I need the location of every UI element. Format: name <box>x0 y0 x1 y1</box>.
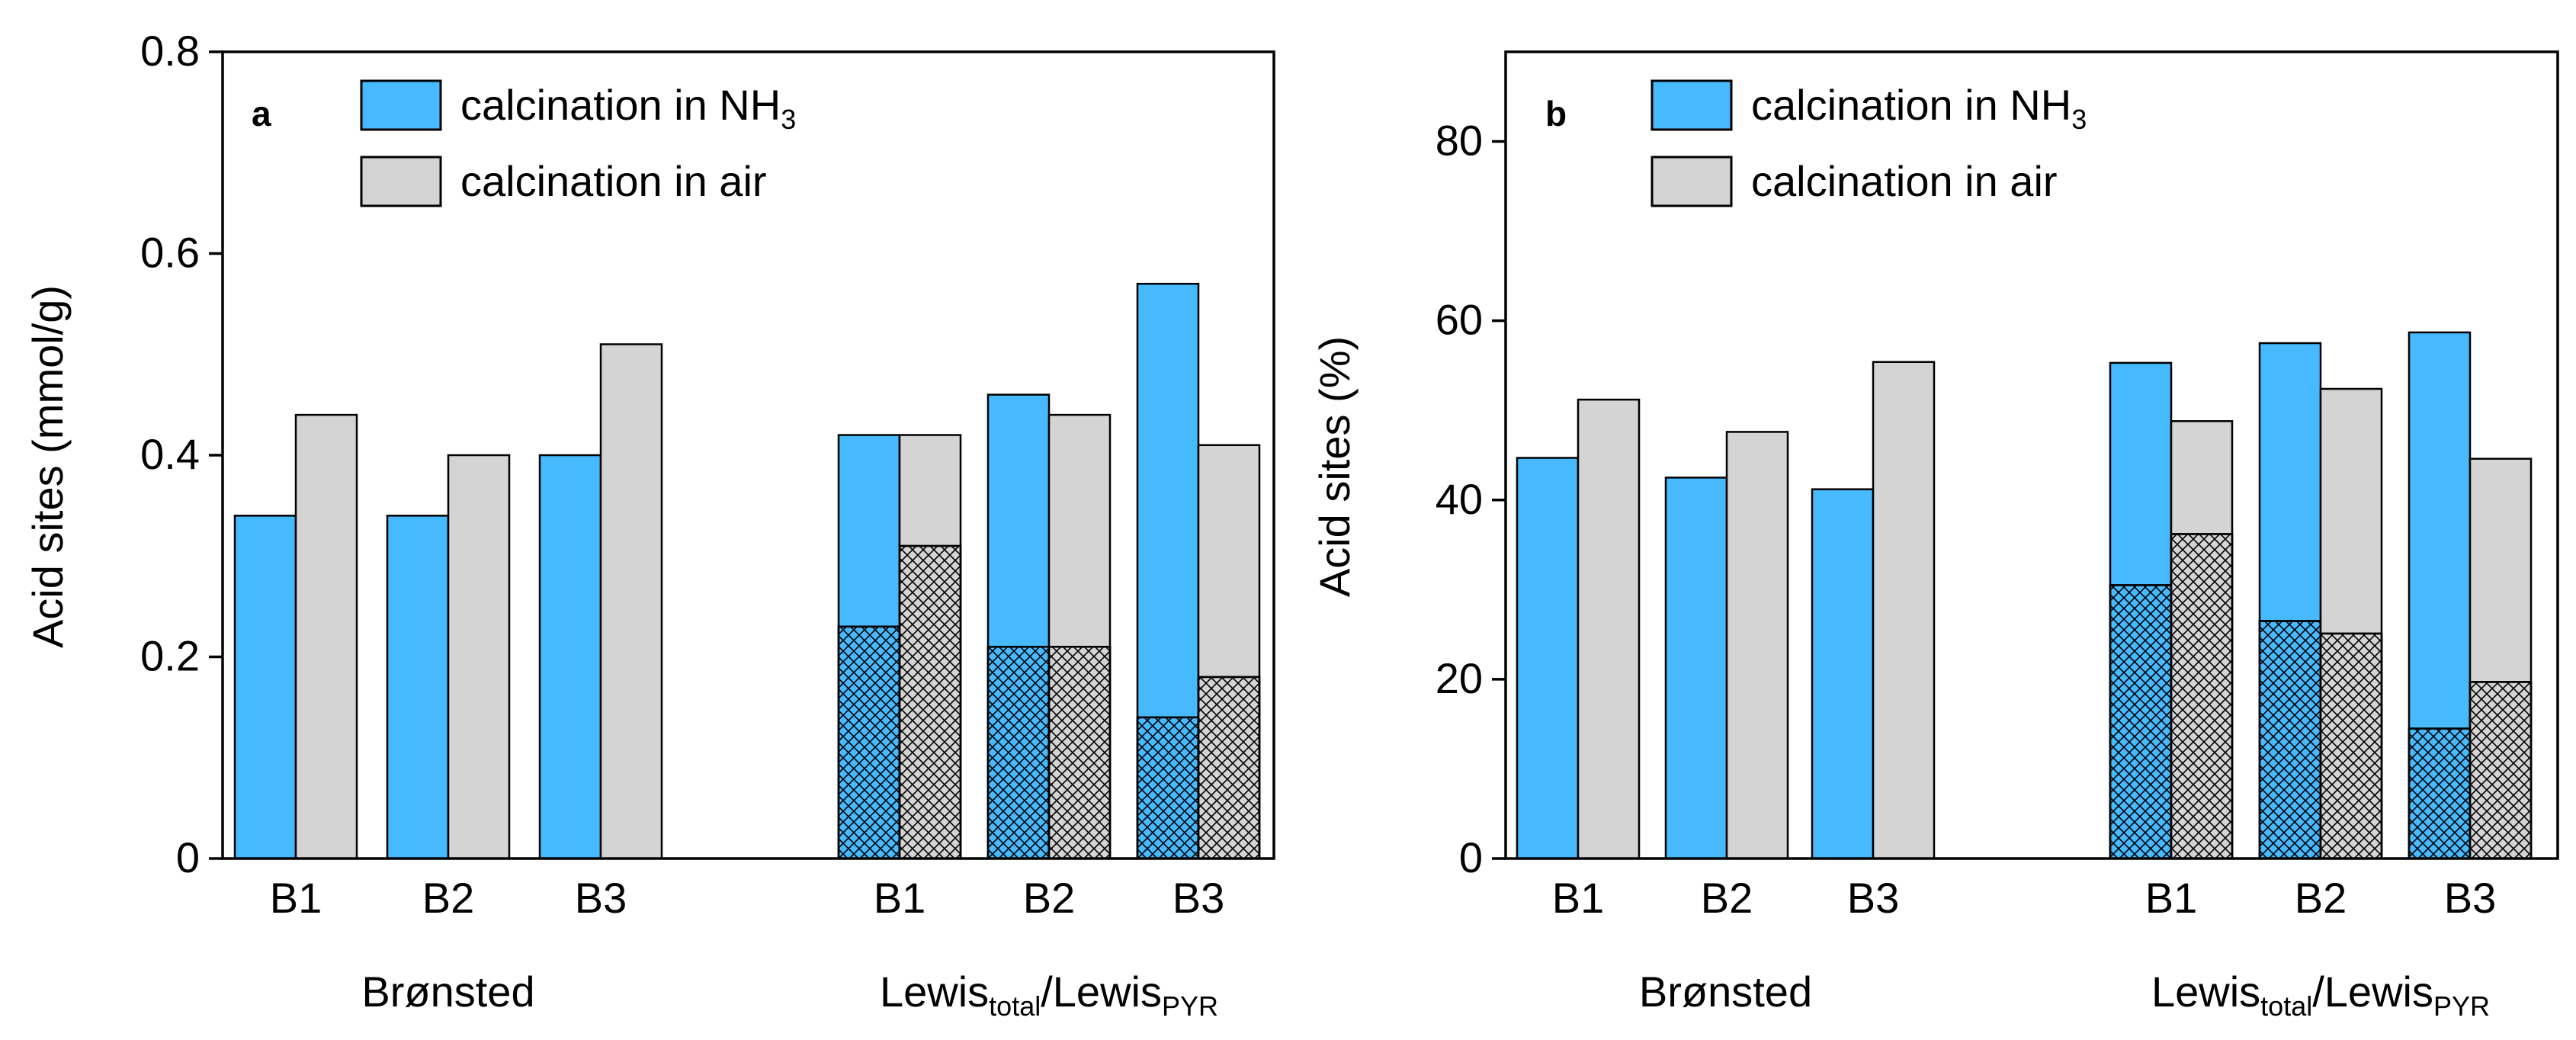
category-label: B1 <box>874 874 926 922</box>
y-tick-label: 0.4 <box>140 430 200 478</box>
bar-air-b1-group1 <box>294 413 358 860</box>
panel-a-bars <box>233 282 1261 860</box>
panel-b-plot-frame <box>1504 50 2559 860</box>
category-label: B1 <box>1552 874 1605 922</box>
category-label: B1 <box>270 874 322 922</box>
panel-b-y-axis-title: Acid sites (%) <box>1310 336 1359 597</box>
y-tick-label: 40 <box>1436 475 1483 523</box>
bar-air-b3-group1 <box>599 343 663 860</box>
bar-hatched-air-b2-lewis-pyr <box>2319 632 2383 860</box>
legend-label-nh3: calcination in NH3 <box>1751 81 2087 135</box>
bar-nh3-b3-group1 <box>1811 488 1875 860</box>
category-label: B2 <box>2295 874 2347 922</box>
bar-nh3-b3-group1 <box>538 454 602 860</box>
bar-nh3-b1-group1 <box>1516 457 1580 860</box>
group-label-lewis: Lewistotal/LewisPYR <box>2151 968 2490 1022</box>
bar-nh3-b1-group1 <box>233 515 297 860</box>
category-label: B3 <box>1847 874 1900 922</box>
legend-swatch-air <box>360 156 442 207</box>
panel-a-y-ticks: 0 0.2 0.4 0.6 0.8 <box>140 27 223 881</box>
panel-b-legend: calcination in NH3 calcination in air <box>1651 79 2087 207</box>
legend-swatch-nh3 <box>360 79 442 131</box>
bar-hatched-air-b3-lewis-pyr <box>1197 676 1261 860</box>
legend-swatch-nh3 <box>1651 79 1733 131</box>
panel-a-category-labels: B1 B2 B3 B1 B2 B3 <box>270 874 1225 922</box>
legend-swatch-air <box>1651 156 1733 207</box>
y-tick-label: 0 <box>176 833 200 881</box>
group-label-lewis: Lewistotal/LewisPYR <box>880 968 1218 1022</box>
panel-b-y-ticks: 0 20 40 60 80 <box>1436 117 1506 881</box>
bar-hatched-air-b1-lewis-pyr <box>2170 533 2234 860</box>
panel-a-plot-frame <box>221 50 1275 860</box>
bar-air-b2-group1 <box>1725 431 1789 860</box>
category-label: B1 <box>2145 874 2198 922</box>
category-label: B2 <box>1023 874 1076 922</box>
group-label-bronsted: Brønsted <box>361 968 534 1016</box>
bar-hatched-nh3-b1-lewis-pyr <box>837 625 901 860</box>
y-tick-label: 60 <box>1436 296 1483 344</box>
panel-b-group-labels: Brønsted Lewistotal/LewisPYR <box>1639 968 2490 1022</box>
bar-air-b2-group1 <box>447 454 511 860</box>
panel-b-label: b <box>1545 94 1567 133</box>
y-tick-label: 0.6 <box>140 229 200 277</box>
panel-b-category-labels: B1 B2 B3 B1 B2 B3 <box>1552 874 2497 922</box>
legend-label-air: calcination in air <box>1751 157 2058 205</box>
y-tick-label: 80 <box>1436 117 1483 165</box>
category-label: B3 <box>2444 874 2497 922</box>
category-label: B2 <box>422 874 475 922</box>
bar-nh3-b2-group1 <box>1664 477 1728 860</box>
legend-label-air: calcination in air <box>460 157 767 205</box>
category-label: B3 <box>1173 874 1225 922</box>
panel-a-y-axis-title: Acid sites (mmol/g) <box>24 285 72 648</box>
svg-text:Acid sites (%): Acid sites (%) <box>1310 336 1359 597</box>
bar-hatched-nh3-b2-lewis-pyr <box>2258 620 2322 860</box>
legend-label-nh3: calcination in NH3 <box>460 81 796 135</box>
panel-b-bars <box>1516 331 2533 860</box>
bar-hatched-nh3-b3-lewis-pyr <box>1136 716 1200 860</box>
svg-text:Acid sites (mmol/g): Acid sites (mmol/g) <box>24 285 72 648</box>
bar-hatched-air-b2-lewis-pyr <box>1047 646 1112 860</box>
bar-hatched-air-b3-lewis-pyr <box>2469 681 2533 860</box>
bar-hatched-nh3-b3-lewis-pyr <box>2408 727 2472 860</box>
bar-nh3-b2-group1 <box>386 515 450 860</box>
bar-hatched-nh3-b1-lewis-pyr <box>2109 584 2173 860</box>
group-label-bronsted: Brønsted <box>1639 968 1812 1016</box>
bar-air-b3-group1 <box>1872 361 1936 860</box>
y-tick-label: 0.8 <box>140 27 200 75</box>
y-tick-label: 20 <box>1436 654 1483 702</box>
bar-hatched-nh3-b2-lewis-pyr <box>986 646 1051 860</box>
panel-a-group-labels: Brønsted Lewistotal/LewisPYR <box>361 968 1218 1022</box>
category-label: B3 <box>575 874 627 922</box>
panel-a-legend: calcination in NH3 calcination in air <box>360 79 796 207</box>
bar-hatched-air-b1-lewis-pyr <box>898 544 962 860</box>
category-label: B2 <box>1701 874 1753 922</box>
y-tick-label: 0.2 <box>140 632 200 680</box>
y-tick-label: 0 <box>1459 833 1483 881</box>
bar-air-b1-group1 <box>1577 398 1641 860</box>
panel-a: a Acid sites (mmol/g) 0 0.2 0.4 0.6 0.8 B1 B2… <box>24 27 1275 1022</box>
panel-a-label: a <box>252 94 271 133</box>
